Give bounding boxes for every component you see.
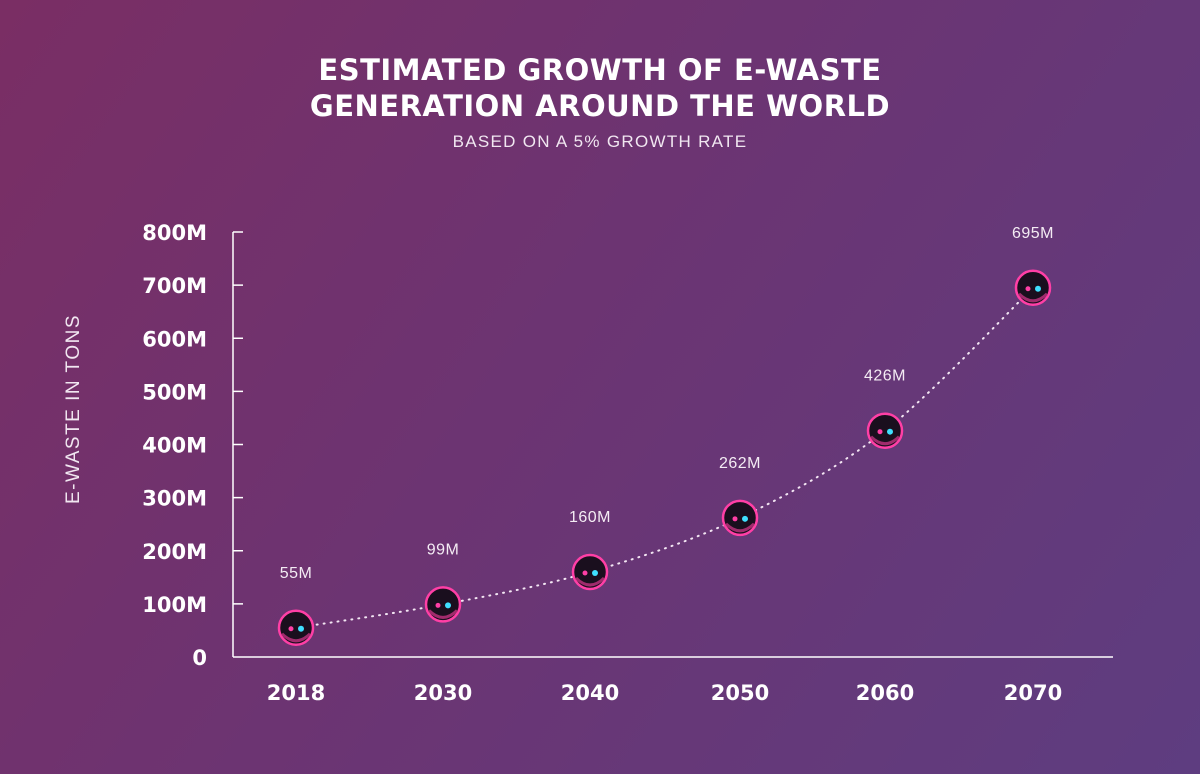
data-point-marker	[571, 553, 609, 591]
data-labels: 55M 99M 160M 262M 426M 695M	[280, 225, 1054, 582]
data-point-dot	[298, 625, 304, 632]
y-ticks: 0 100M 200M 300M 400M 500M 600M 700M 800M	[142, 221, 243, 670]
data-point-marker	[424, 586, 462, 623]
data-point	[1014, 269, 1052, 307]
x-tick-label: 2018	[267, 681, 325, 705]
x-tick-label: 2040	[561, 681, 619, 705]
data-point-dot	[887, 428, 893, 435]
data-point	[721, 499, 759, 537]
data-point-glow	[280, 632, 312, 643]
data-label: 99M	[427, 541, 460, 558]
y-tick-label: 200M	[142, 540, 207, 564]
chart-subtitle: BASED ON A 5% GROWTH RATE	[452, 132, 748, 151]
y-tick-label: 800M	[142, 221, 207, 245]
data-point-dot	[742, 515, 748, 522]
data-point-dot	[445, 602, 451, 609]
data-point	[424, 586, 462, 623]
data-point-glow	[574, 576, 606, 587]
data-label: 262M	[719, 455, 761, 472]
data-point-dot	[1035, 285, 1041, 292]
data-point-dot	[435, 602, 441, 608]
data-point-dot	[732, 516, 738, 522]
data-point-dot	[582, 570, 588, 576]
data-label: 695M	[1012, 225, 1054, 242]
axes	[232, 232, 1113, 658]
y-tick-label: 700M	[142, 274, 207, 298]
data-point-dot	[1025, 286, 1031, 292]
data-point-marker	[721, 499, 759, 537]
data-point-dot	[288, 626, 294, 632]
x-tick-label: 2060	[856, 681, 914, 705]
data-markers	[277, 269, 1052, 647]
chart-title-line2: generation around the world	[309, 89, 891, 123]
y-tick-label: 300M	[142, 487, 207, 511]
y-tick-label: 400M	[142, 434, 207, 458]
y-tick-label: 100M	[142, 593, 207, 617]
data-point	[571, 553, 609, 591]
chart-title-line1: Estimated growth of e-waste	[318, 53, 882, 87]
data-label: 426M	[864, 368, 906, 385]
x-tick-label: 2050	[711, 681, 769, 705]
data-point-marker	[1014, 269, 1052, 307]
data-point	[277, 609, 315, 647]
data-label: 55M	[280, 565, 313, 582]
data-point-dot	[592, 570, 598, 576]
chart-title: Estimated growth of e-waste generation a…	[0, 52, 1200, 124]
data-point-marker	[866, 412, 904, 449]
x-ticks: 2018 2030 2040 2050 2060 2070	[267, 681, 1062, 705]
data-point-glow	[724, 522, 756, 533]
data-point-glow	[869, 435, 901, 446]
data-label: 160M	[569, 509, 611, 526]
y-tick-label: 500M	[142, 380, 207, 404]
data-point-marker	[277, 609, 315, 647]
y-tick-label: 600M	[142, 327, 207, 351]
data-point-glow	[427, 609, 459, 619]
data-point-dot	[877, 429, 883, 435]
x-tick-label: 2030	[414, 681, 472, 705]
data-point	[866, 412, 904, 449]
y-tick-label: 0	[192, 646, 207, 670]
series-line	[295, 286, 1034, 629]
x-tick-label: 2070	[1004, 681, 1062, 705]
data-point-glow	[1017, 292, 1049, 303]
